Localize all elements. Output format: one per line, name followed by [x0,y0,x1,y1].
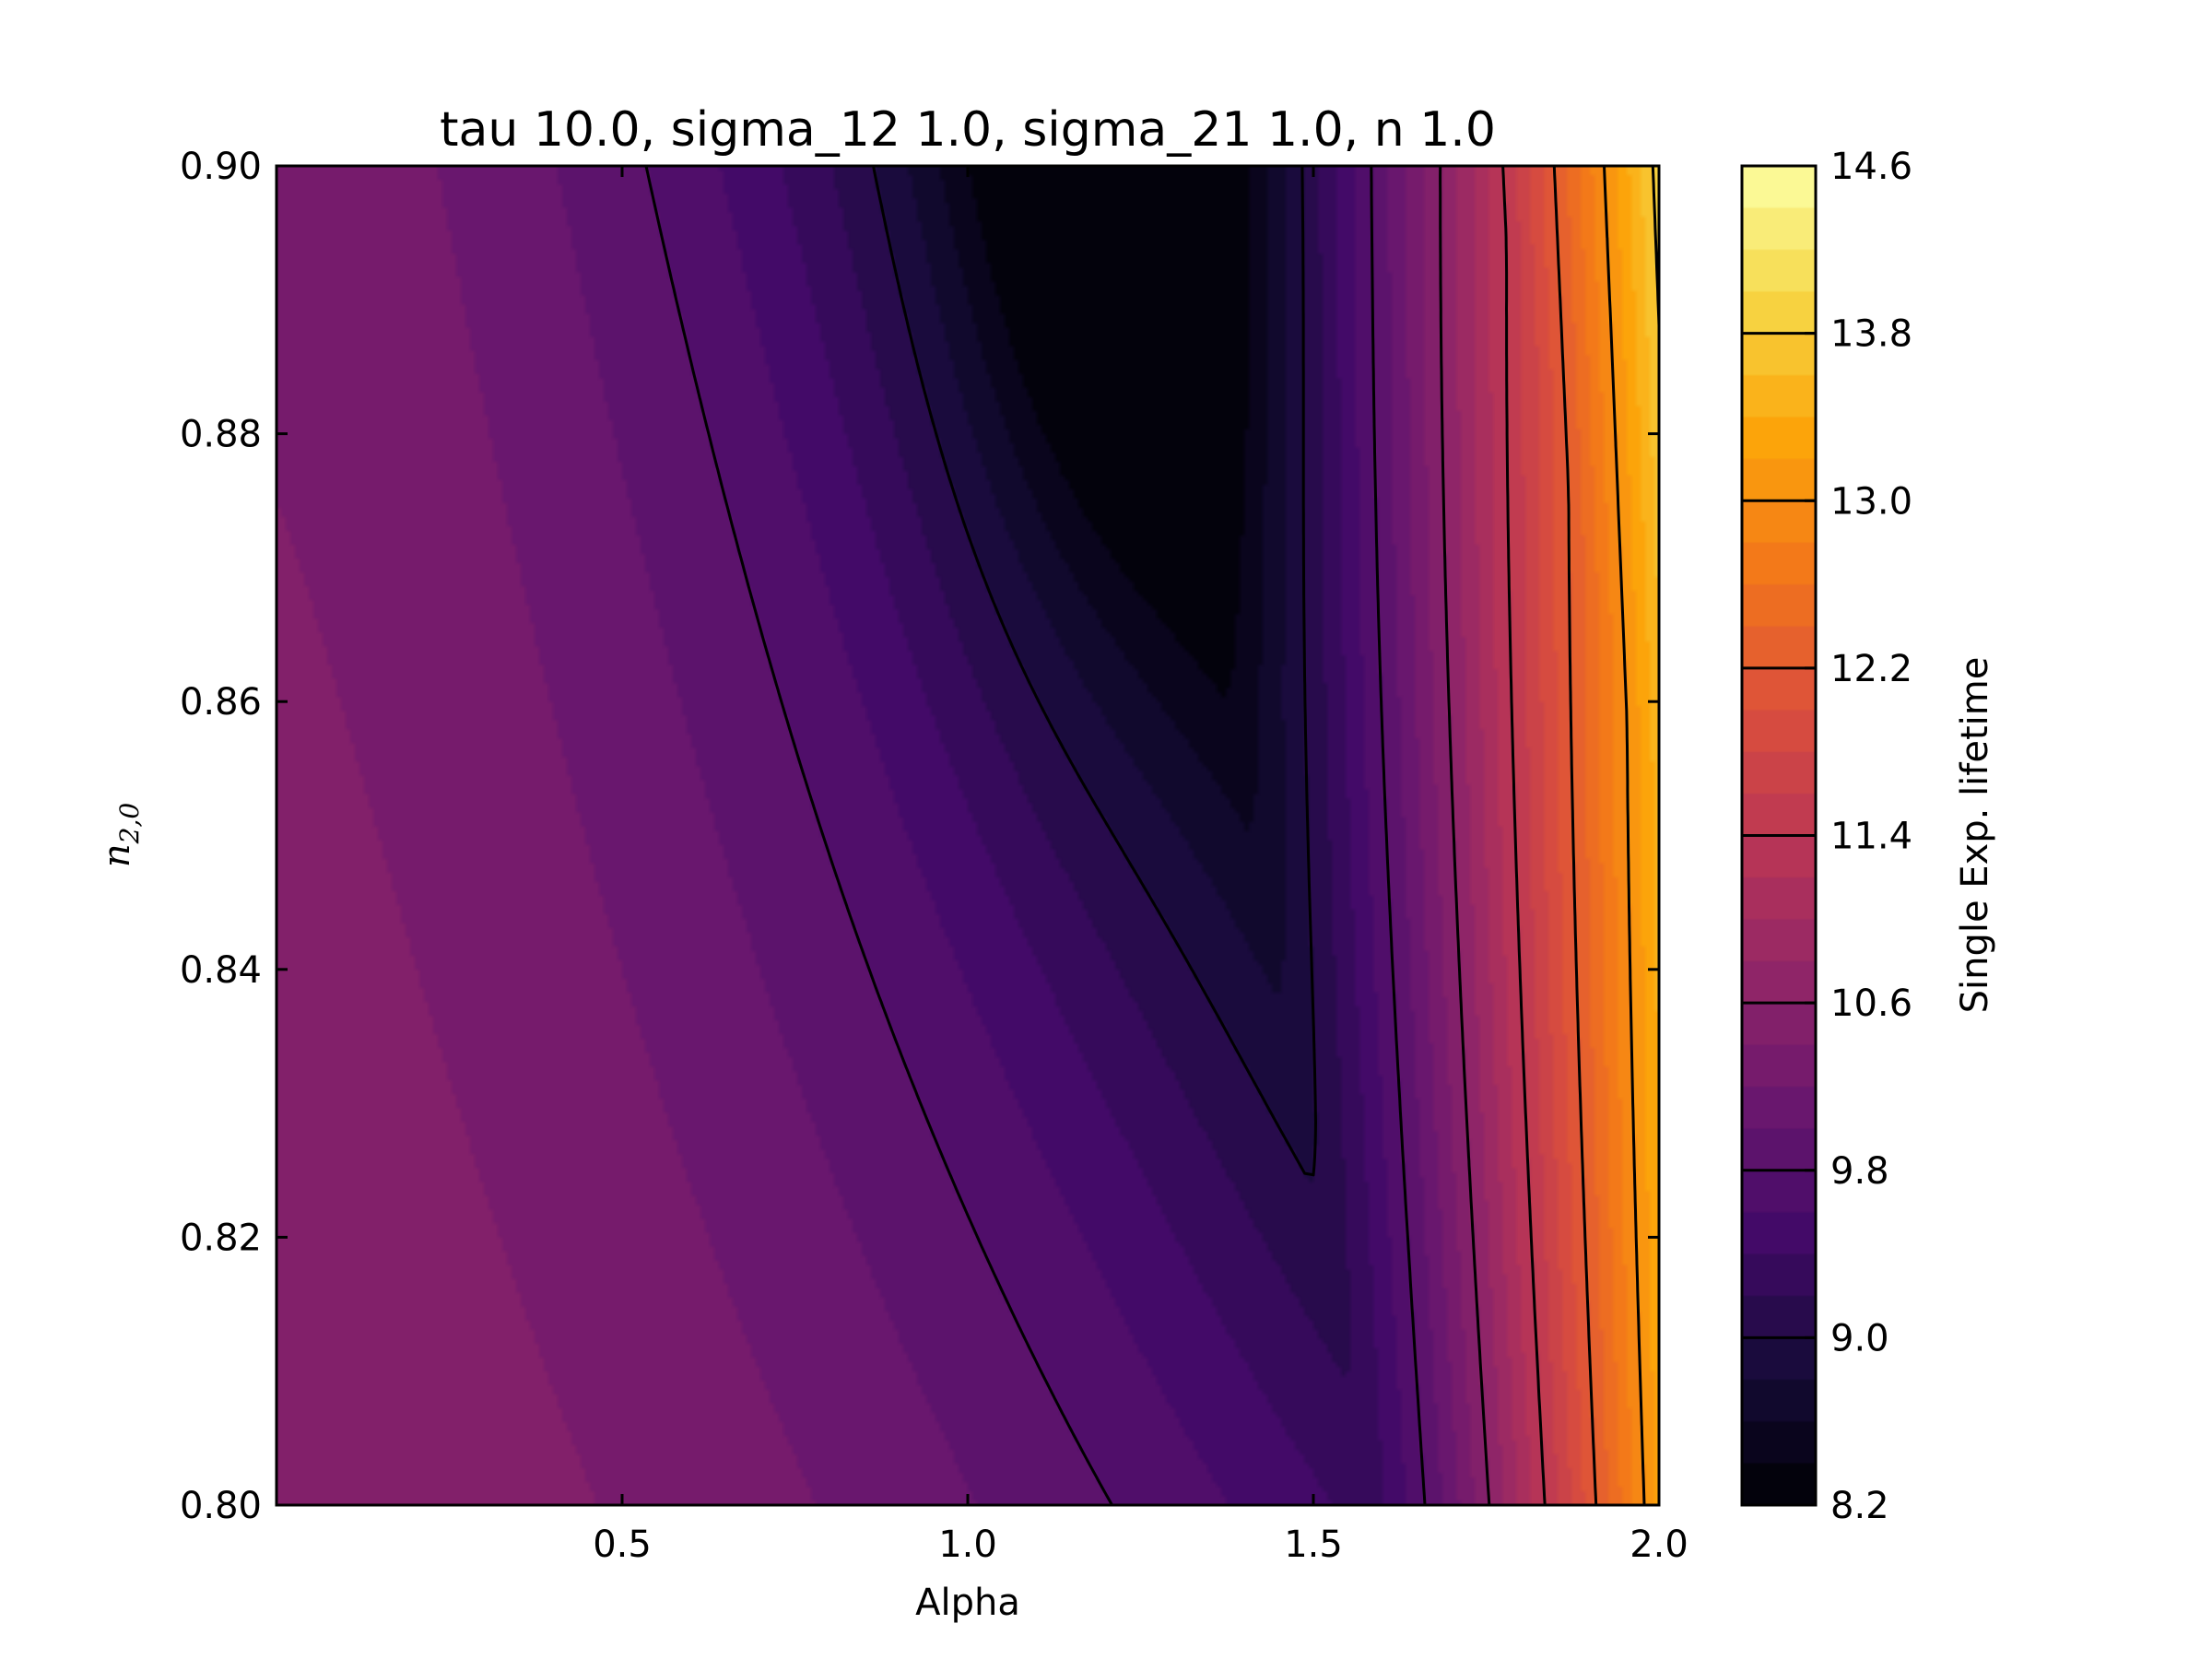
y-axis-label-base: n [96,843,138,867]
y-tick-label: 0.88 [180,414,262,456]
colorbar-label: Single Exp. lifetime [1954,657,1996,1014]
y-tick-label: 0.82 [180,1217,262,1259]
colorbar-tick-label: 10.6 [1830,982,1912,1025]
x-axis-label: Alpha [915,1582,1020,1624]
x-tick-label: 2.0 [1630,1524,1688,1566]
y-axis: 0.80 0.82 0.84 0.86 0.88 0.90 [180,146,1659,1527]
colorbar-level-lines [1742,332,1816,1339]
colorbar-tick-label: 11.4 [1830,816,1912,858]
x-tick-label: 1.0 [938,1524,997,1566]
contour-line [1501,166,1547,1505]
contour-line [1603,166,1646,1505]
y-axis-label-subscript: 2,0 [114,803,145,845]
contour-line [644,166,1427,1505]
colorbar-tick-label: 13.8 [1830,313,1912,356]
contour-line [1439,166,1491,1505]
colorbar-tick-label: 14.6 [1830,146,1912,188]
colorbar-tick-label: 9.8 [1830,1150,1889,1193]
contour-line [1552,166,1598,1505]
contour-line [872,166,1317,1177]
chart-title: tau 10.0, sigma_12 1.0, sigma_21 1.0, n … [440,102,1496,158]
colorbar-axis: 8.2 9.0 9.8 10.6 11.4 12.2 13.0 13.8 14.6 [1805,146,1912,1527]
colorbar-tick-label: 8.2 [1830,1485,1889,1527]
y-tick-label: 0.90 [180,146,262,188]
y-tick-label: 0.80 [180,1485,262,1527]
x-tick-label: 1.5 [1284,1524,1343,1566]
colorbar-tick-label: 12.2 [1830,648,1912,690]
heatmap-field [276,166,1659,1505]
contour-lines [644,166,1659,1505]
y-tick-label: 0.84 [180,949,262,992]
x-tick-label: 0.5 [593,1524,652,1566]
colorbar-tick-label: 13.0 [1830,480,1912,523]
y-axis-label: n2,0 [96,803,145,867]
colorbar-tick-label: 9.0 [1830,1317,1889,1359]
y-tick-label: 0.86 [180,681,262,724]
x-axis: 0.5 1.0 1.5 2.0 [593,166,1688,1566]
